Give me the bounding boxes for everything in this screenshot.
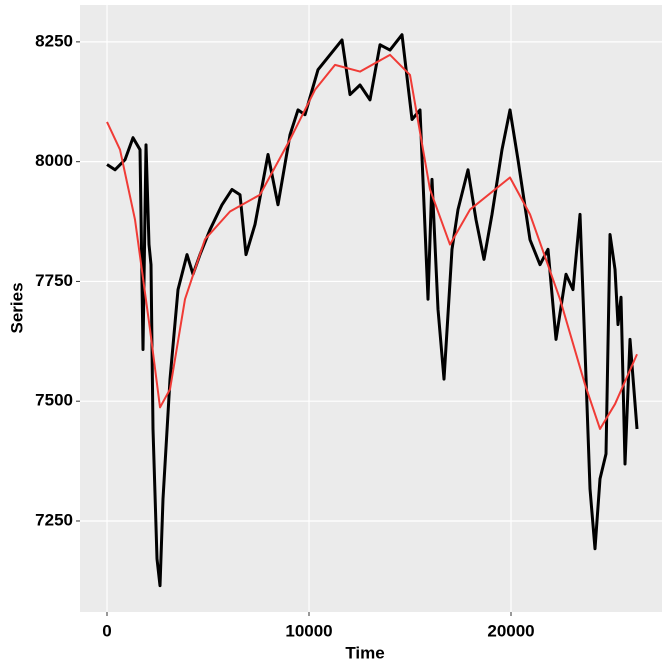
y-axis-label: Series [7, 282, 26, 333]
series-line [106, 33, 639, 588]
y-tick-label: 7750 [35, 271, 73, 290]
x-tick-label: 20000 [487, 621, 534, 640]
y-tick-label: 7250 [35, 510, 73, 529]
x-axis-label: Time [345, 643, 384, 662]
x-tick-label: 0 [102, 621, 111, 640]
y-tick-label: 8250 [35, 31, 73, 50]
x-tick-label: 10000 [285, 621, 332, 640]
series-line [106, 53, 638, 430]
y-tick-label: 8000 [35, 151, 73, 170]
y-tick-label: 7500 [35, 391, 73, 410]
